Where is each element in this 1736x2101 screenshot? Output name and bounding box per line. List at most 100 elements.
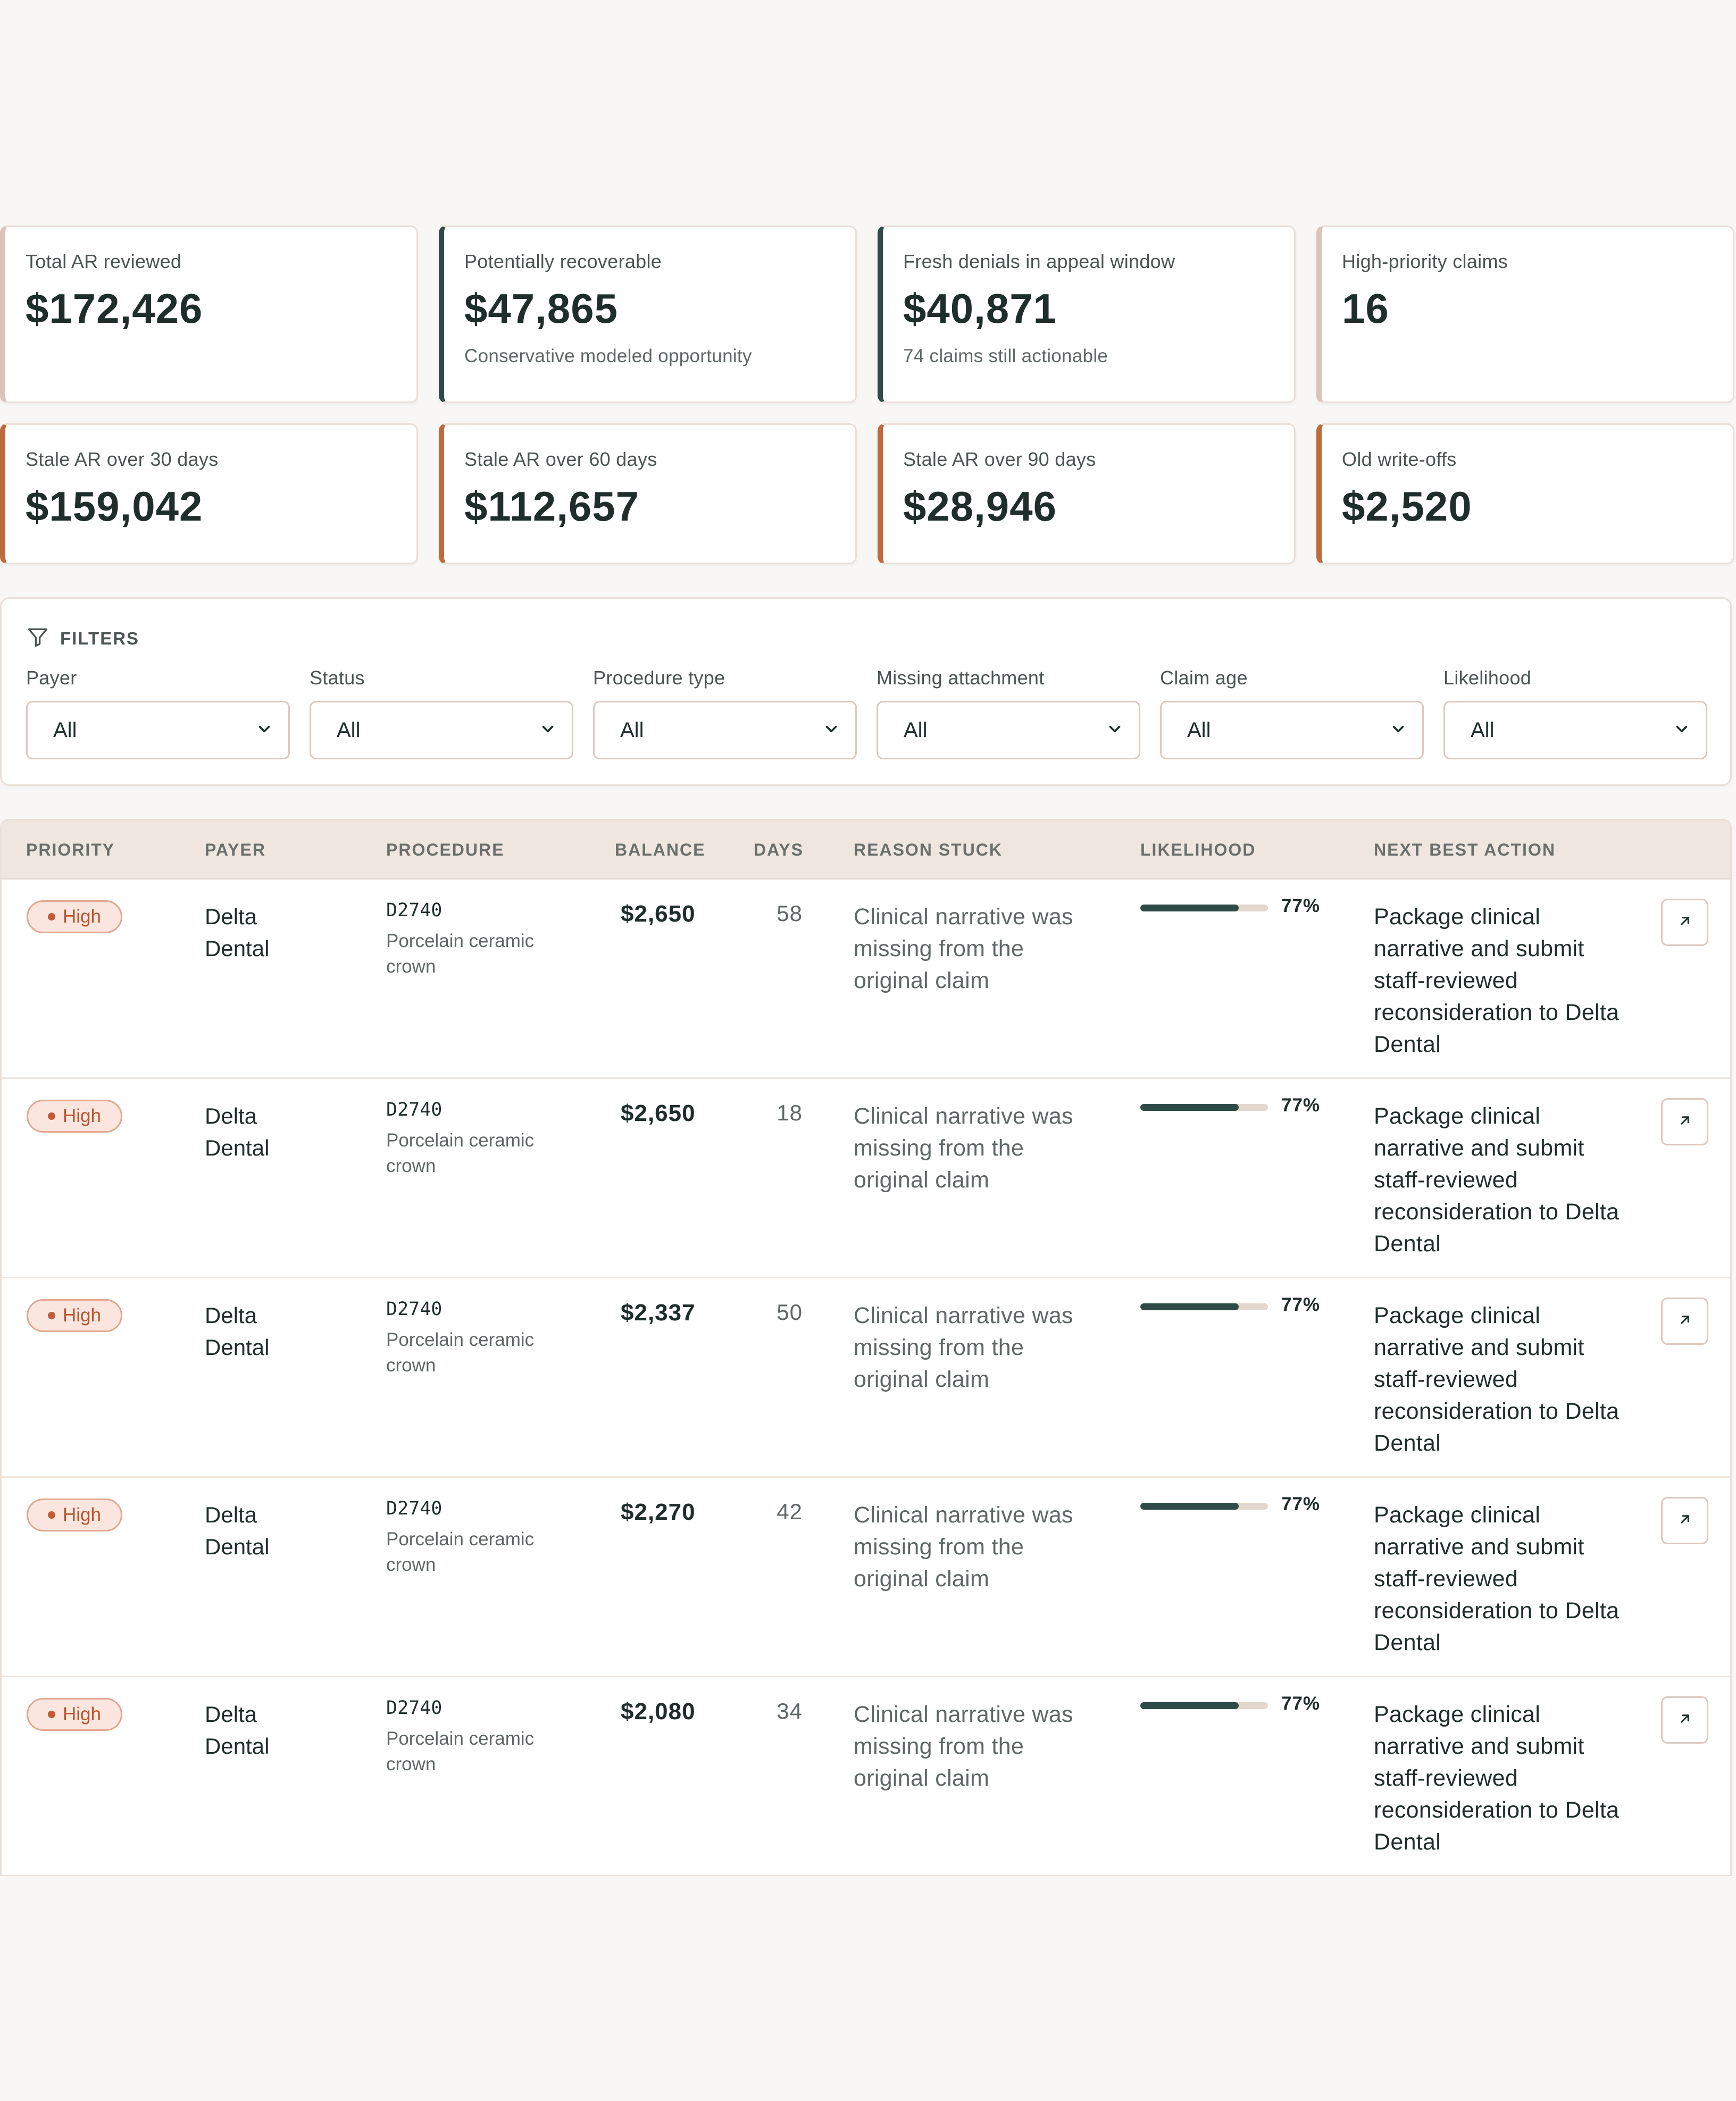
table-header: PRIORITY PAYER PROCEDURE BALANCE DAYS RE… xyxy=(2,821,1730,880)
table-row[interactable]: High Delta Dental D2740 Porcelain cerami… xyxy=(2,1478,1730,1677)
chevron-down-icon xyxy=(822,720,840,741)
status-select[interactable]: All xyxy=(310,701,573,759)
filters-header: FILTERS xyxy=(26,625,139,651)
metric-value: $172,426 xyxy=(26,285,203,332)
filter-controls: Payer All Status All Procedure type All … xyxy=(26,667,1707,759)
likelihood-bar-fill xyxy=(1140,1104,1239,1111)
filter-status: Status All xyxy=(310,667,573,759)
days: 34 xyxy=(777,1698,803,1723)
metric-card-high-priority: High-priority claims 16 xyxy=(1316,225,1734,403)
likelihood-bar-fill xyxy=(1140,905,1239,911)
metric-value: $2,520 xyxy=(1342,483,1472,530)
balance: $2,337 xyxy=(621,1300,696,1326)
metric-card-fresh-denials: Fresh denials in appeal window $40,871 7… xyxy=(878,225,1296,403)
header-balance[interactable]: BALANCE xyxy=(615,840,706,859)
priority-label: High xyxy=(63,1704,101,1725)
chevron-down-icon xyxy=(1673,720,1691,741)
procedure-code: D2740 xyxy=(386,1099,443,1120)
next-best-action: Package clinical narrative and submit st… xyxy=(1374,1303,1620,1456)
header-days[interactable]: DAYS xyxy=(754,840,804,859)
chevron-down-icon xyxy=(1106,720,1124,741)
payer-name: Delta Dental xyxy=(205,1103,270,1160)
external-link-arrow-icon xyxy=(1677,1112,1693,1131)
filter-likelihood: Likelihood All xyxy=(1443,667,1707,759)
filter-payer: Payer All xyxy=(26,667,290,759)
next-best-action: Package clinical narrative and submit st… xyxy=(1374,1502,1620,1655)
header-reason[interactable]: REASON STUCK xyxy=(854,840,1003,859)
metric-card-stale-30: Stale AR over 30 days $159,042 xyxy=(0,423,418,564)
reason-stuck: Clinical narrative was missing from the … xyxy=(854,1502,1073,1592)
filter-missing-attachment: Missing attachment All xyxy=(877,667,1140,759)
likelihood-percent: 77% xyxy=(1281,1494,1321,1514)
likelihood-bar xyxy=(1140,1503,1268,1510)
open-claim-button[interactable] xyxy=(1661,1696,1708,1744)
open-claim-button[interactable] xyxy=(1661,1098,1708,1145)
procedure-code: D2740 xyxy=(386,1299,443,1320)
metric-label: Fresh denials in appeal window xyxy=(903,250,1175,272)
reason-stuck: Clinical narrative was missing from the … xyxy=(854,904,1073,993)
likelihood-bar-fill xyxy=(1140,1702,1239,1709)
select-value: All xyxy=(337,718,361,742)
priority-label: High xyxy=(63,1305,101,1326)
table-row[interactable]: High Delta Dental D2740 Porcelain cerami… xyxy=(2,1677,1730,1875)
priority-badge: High xyxy=(27,900,122,933)
select-value: All xyxy=(904,718,928,742)
header-procedure[interactable]: PROCEDURE xyxy=(386,840,505,859)
metric-value: $40,871 xyxy=(903,285,1057,332)
open-claim-button[interactable] xyxy=(1661,899,1708,946)
metric-card-total-ar: Total AR reviewed $172,426 xyxy=(0,225,418,403)
metric-value: $112,657 xyxy=(464,483,640,530)
select-value: All xyxy=(1187,718,1211,742)
payer-name: Delta Dental xyxy=(205,1303,270,1360)
claims-table: PRIORITY PAYER PROCEDURE BALANCE DAYS RE… xyxy=(0,819,1732,1876)
chevron-down-icon xyxy=(1389,720,1407,741)
metric-value: $159,042 xyxy=(26,483,203,530)
likelihood-percent: 77% xyxy=(1281,1693,1321,1714)
likelihood-bar xyxy=(1140,1702,1268,1709)
likelihood-percent: 77% xyxy=(1281,1095,1321,1116)
header-priority[interactable]: PRIORITY xyxy=(26,840,115,859)
likelihood-percent: 77% xyxy=(1281,895,1321,916)
metric-label: Stale AR over 60 days xyxy=(464,448,657,470)
table-row[interactable]: High Delta Dental D2740 Porcelain cerami… xyxy=(2,880,1730,1079)
header-next-best-action[interactable]: NEXT BEST ACTION xyxy=(1374,840,1556,859)
procedure-code: D2740 xyxy=(386,900,443,921)
priority-dot-icon xyxy=(48,1112,55,1120)
metric-card-old-writeoffs: Old write-offs $2,520 xyxy=(1316,423,1734,564)
balance: $2,270 xyxy=(621,1499,696,1525)
balance: $2,650 xyxy=(621,1100,696,1126)
likelihood-bar-fill xyxy=(1140,1503,1239,1510)
procedure-description: Porcelain ceramic crown xyxy=(386,931,535,977)
days: 42 xyxy=(777,1499,803,1524)
filter-label: Claim age xyxy=(1160,667,1248,689)
table-row[interactable]: High Delta Dental D2740 Porcelain cerami… xyxy=(2,1079,1730,1278)
metric-card-stale-60: Stale AR over 60 days $112,657 xyxy=(439,423,857,564)
external-link-arrow-icon xyxy=(1677,1711,1693,1729)
days: 18 xyxy=(777,1100,803,1125)
select-value: All xyxy=(1471,718,1495,742)
metric-label: Potentially recoverable xyxy=(464,250,662,272)
priority-dot-icon xyxy=(48,913,55,920)
table-row[interactable]: High Delta Dental D2740 Porcelain cerami… xyxy=(2,1278,1730,1478)
next-best-action: Package clinical narrative and submit st… xyxy=(1374,1702,1620,1855)
balance: $2,080 xyxy=(621,1698,696,1725)
missing-attachment-select[interactable]: All xyxy=(877,701,1140,759)
procedure-description: Porcelain ceramic crown xyxy=(386,1329,535,1376)
payer-name: Delta Dental xyxy=(205,1702,270,1759)
open-claim-button[interactable] xyxy=(1661,1298,1708,1345)
priority-badge: High xyxy=(27,1100,122,1133)
header-likelihood[interactable]: LIKELIHOOD xyxy=(1140,840,1256,859)
days: 50 xyxy=(777,1300,803,1325)
payer-select[interactable]: All xyxy=(26,701,290,759)
open-claim-button[interactable] xyxy=(1661,1497,1708,1544)
metric-subtext: 74 claims still actionable xyxy=(903,346,1108,366)
header-payer[interactable]: PAYER xyxy=(205,840,266,859)
claim-age-select[interactable]: All xyxy=(1160,701,1424,759)
external-link-arrow-icon xyxy=(1677,913,1693,932)
next-best-action: Package clinical narrative and submit st… xyxy=(1374,1103,1620,1257)
likelihood-select[interactable]: All xyxy=(1443,701,1707,759)
procedure-type-select[interactable]: All xyxy=(593,701,857,759)
metric-label: Old write-offs xyxy=(1342,448,1457,470)
metric-label: Total AR reviewed xyxy=(26,250,182,272)
metric-cards-primary: Total AR reviewed $172,426 Potentially r… xyxy=(0,225,1736,403)
